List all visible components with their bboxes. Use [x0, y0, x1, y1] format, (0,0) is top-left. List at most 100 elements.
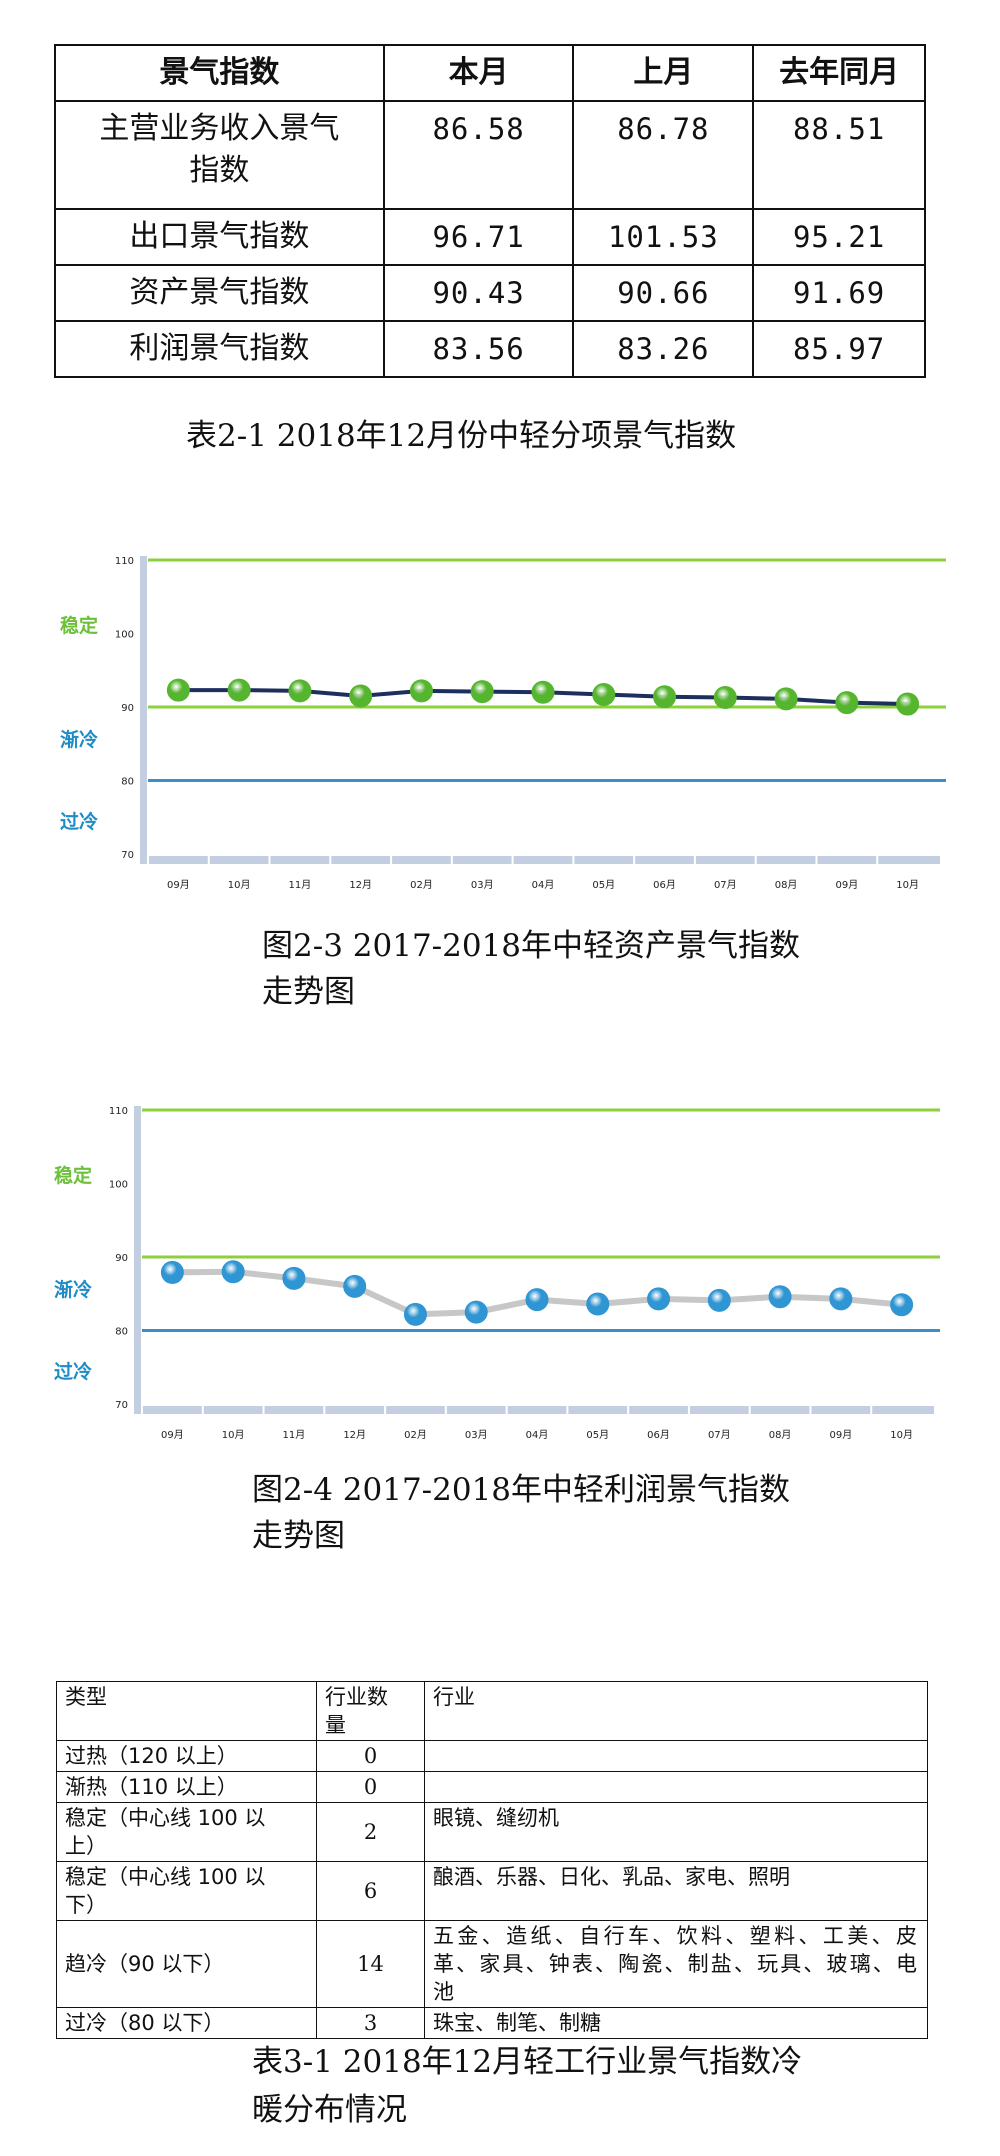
row-label: 主营业务收入景气 指数: [54, 100, 385, 210]
zone-label-overcold: 过冷: [60, 810, 98, 833]
data-point: [227, 678, 251, 702]
table-row: 主营业务收入景气 指数 86.58 86.78 88.51: [54, 100, 926, 210]
table-row: 出口景气指数 96.71 101.53 95.21: [54, 208, 926, 266]
zone-label-stable: 稳定: [60, 614, 98, 637]
y-tick-label: 80: [121, 777, 134, 788]
y-tick-label: 100: [115, 630, 134, 641]
table-header-row: 景气指数 本月 上月 去年同月: [54, 44, 926, 102]
value-cell: 83.26: [572, 320, 755, 378]
x-tick-label: 09月: [167, 879, 190, 891]
x-tick-label: 07月: [714, 879, 737, 891]
industries-cell: 五金、造纸、自行车、饮料、塑料、工美、皮革、家具、钟表、陶瓷、制盐、玩具、玻璃、…: [424, 1920, 928, 2008]
y-tick-label: 70: [115, 1400, 128, 1411]
type-cell: 过冷（80 以下）: [56, 2007, 317, 2039]
data-point: [896, 692, 920, 716]
x-tick-label: 10月: [890, 1429, 913, 1441]
data-point: [403, 1302, 427, 1326]
data-point: [768, 1285, 792, 1309]
x-tick-label: 02月: [404, 1429, 427, 1441]
count-cell: 3: [316, 2007, 425, 2039]
count-cell: 0: [316, 1740, 425, 1772]
data-point: [713, 685, 737, 709]
y-tick-label: 70: [121, 850, 134, 861]
type-cell: 稳定（中心线 100 以 下）: [56, 1861, 317, 1921]
y-axis: [134, 1106, 141, 1414]
y-tick-label: 90: [115, 1253, 128, 1264]
data-point: [890, 1293, 914, 1317]
x-tick-label: 07月: [708, 1429, 731, 1441]
value-cell: 95.21: [752, 208, 926, 266]
x-tick-label: 06月: [653, 879, 676, 891]
industries-cell: [424, 1771, 928, 1803]
industries-cell: 眼镜、缝纫机: [424, 1802, 928, 1862]
chart1-caption-line2: 走势图: [262, 974, 355, 1010]
header-last-month: 上月: [572, 44, 755, 102]
x-tick-label: 09月: [829, 1429, 852, 1441]
x-tick-label: 09月: [835, 879, 858, 891]
data-point: [464, 1300, 488, 1324]
value-cell: 86.58: [382, 100, 575, 210]
count-cell: 0: [316, 1771, 425, 1803]
x-tick-label: 04月: [526, 1429, 549, 1441]
header-type: 类型: [56, 1681, 317, 1741]
type-cell: 趋冷（90 以下）: [56, 1920, 317, 2008]
table-row: 资产景气指数 90.43 90.66 91.69: [54, 264, 926, 322]
data-point: [525, 1288, 549, 1312]
data-point: [774, 687, 798, 711]
x-tick-label: 02月: [410, 879, 433, 891]
y-tick-label: 90: [121, 703, 134, 714]
data-point: [647, 1287, 671, 1311]
table-row: 趋冷（90 以下） 14 五金、造纸、自行车、饮料、塑料、工美、皮革、家具、钟表…: [56, 1920, 928, 2008]
data-point: [282, 1266, 306, 1290]
table-row: 稳定（中心线 100 以 下） 6 酿酒、乐器、日化、乳品、家电、照明: [56, 1861, 928, 1921]
data-point: [531, 680, 555, 704]
x-tick-label: 11月: [289, 879, 312, 891]
industries-cell: 酿酒、乐器、日化、乳品、家电、照明: [424, 1861, 928, 1921]
type-cell: 稳定（中心线 100 以 上）: [56, 1802, 317, 1862]
header-index: 景气指数: [54, 44, 385, 102]
data-point: [470, 680, 494, 704]
value-cell: 90.43: [382, 264, 575, 322]
count-cell: 6: [316, 1861, 425, 1921]
data-point: [221, 1260, 245, 1284]
value-cell: 86.78: [572, 100, 755, 210]
count-cell: 2: [316, 1802, 425, 1862]
type-cell: 渐热（110 以上）: [56, 1771, 317, 1803]
data-point: [166, 678, 190, 702]
y-tick-label: 110: [109, 1106, 128, 1117]
x-tick-label: 10月: [228, 879, 251, 891]
table-row: 利润景气指数 83.56 83.26 85.97: [54, 320, 926, 378]
value-cell: 96.71: [382, 208, 575, 266]
chart2-caption-line2: 走势图: [252, 1518, 345, 1554]
x-tick-label: 06月: [647, 1429, 670, 1441]
header-count: 行业数 量: [316, 1681, 425, 1741]
data-point: [160, 1260, 184, 1284]
x-tick-label: 08月: [775, 879, 798, 891]
data-point: [829, 1287, 853, 1311]
x-tick-label: 04月: [532, 879, 555, 891]
x-tick-label: 12月: [343, 1429, 366, 1441]
chart1-caption-line1: 图2-3 2017-2018年中轻资产景气指数: [262, 928, 801, 964]
profit-index-chart: 稳定 渐冷 过冷 70 80 90 100 110 09月 10月 11月 12月 02月 03月 0…: [54, 1106, 940, 1441]
x-tick-label: 09月: [161, 1429, 184, 1441]
data-point: [288, 679, 312, 703]
table1-caption: 表2-1 2018年12月份中轻分项景气指数: [186, 418, 737, 454]
value-cell: 83.56: [382, 320, 575, 378]
table-row: 渐热（110 以上） 0: [56, 1771, 928, 1803]
x-tick-label: 08月: [769, 1429, 792, 1441]
chart2-caption-line1: 图2-4 2017-2018年中轻利润景气指数: [252, 1472, 791, 1508]
zone-label-overcold: 过冷: [54, 1360, 92, 1383]
type-cell: 过热（120 以上）: [56, 1740, 317, 1772]
value-cell: 85.97: [752, 320, 926, 378]
row-label: 资产景气指数: [54, 264, 385, 322]
industries-cell: 珠宝、制笔、制糖: [424, 2007, 928, 2039]
asset-index-chart: 稳定 渐冷 过冷 70 80 90 100 110 09月 10月 11月 12月 02月 03月 0…: [60, 556, 946, 891]
zone-label-cooling: 渐冷: [54, 1278, 92, 1301]
sub-index-table: 景气指数 本月 上月 去年同月 主营业务收入景气 指数 86.58 86.78 …: [54, 44, 926, 378]
x-axis: [140, 856, 940, 864]
data-point: [707, 1288, 731, 1312]
zone-label-stable: 稳定: [54, 1164, 92, 1187]
x-tick-label: 11月: [283, 1429, 306, 1441]
data-point: [409, 679, 433, 703]
header-last-year: 去年同月: [752, 44, 926, 102]
